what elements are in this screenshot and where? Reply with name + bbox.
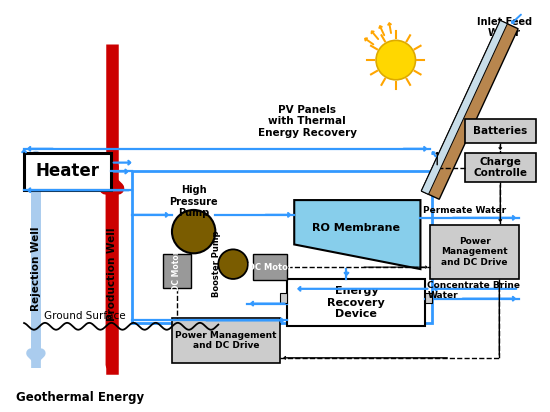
Bar bbox=[253, 254, 287, 280]
Text: Heater: Heater bbox=[35, 162, 100, 180]
Bar bbox=[24, 153, 111, 190]
Text: DC Motor: DC Motor bbox=[248, 262, 292, 272]
Text: Concentrate Brine
Water: Concentrate Brine Water bbox=[427, 281, 520, 300]
Text: Production Well: Production Well bbox=[107, 227, 117, 321]
Bar bbox=[425, 293, 432, 303]
Bar bbox=[430, 225, 519, 279]
Bar bbox=[131, 171, 432, 323]
Polygon shape bbox=[421, 21, 508, 194]
Text: Rejection Well: Rejection Well bbox=[31, 227, 41, 311]
Bar bbox=[172, 318, 280, 363]
Circle shape bbox=[376, 40, 415, 80]
Text: Geothermal Energy: Geothermal Energy bbox=[16, 391, 144, 404]
Bar bbox=[465, 153, 536, 183]
Text: Power
Management
and DC Drive: Power Management and DC Drive bbox=[441, 237, 508, 267]
Bar bbox=[287, 279, 425, 326]
Bar bbox=[465, 119, 536, 143]
Text: Power Management
and DC Drive: Power Management and DC Drive bbox=[175, 331, 277, 350]
Circle shape bbox=[172, 210, 216, 253]
Text: DC Motor: DC Motor bbox=[172, 251, 182, 291]
Text: Booster Pump: Booster Pump bbox=[212, 231, 221, 297]
Text: Batteries: Batteries bbox=[473, 126, 527, 136]
Text: Inlet Feed
Water: Inlet Feed Water bbox=[477, 17, 532, 38]
Text: Ground Surface: Ground Surface bbox=[45, 311, 126, 321]
Text: RO Membrane: RO Membrane bbox=[312, 223, 400, 233]
Polygon shape bbox=[421, 21, 518, 199]
Circle shape bbox=[218, 249, 248, 279]
Bar bbox=[280, 293, 287, 303]
Text: PV Panels
with Thermal
Energy Recovery: PV Panels with Thermal Energy Recovery bbox=[257, 105, 356, 138]
Text: Charge
Controlle: Charge Controlle bbox=[474, 157, 527, 178]
Text: High
Pressure
Pump: High Pressure Pump bbox=[169, 185, 218, 218]
Text: Permeate Water: Permeate Water bbox=[424, 206, 507, 215]
Bar bbox=[163, 254, 191, 288]
Text: Energy
Recovery
Device: Energy Recovery Device bbox=[327, 286, 385, 319]
Polygon shape bbox=[294, 200, 420, 269]
